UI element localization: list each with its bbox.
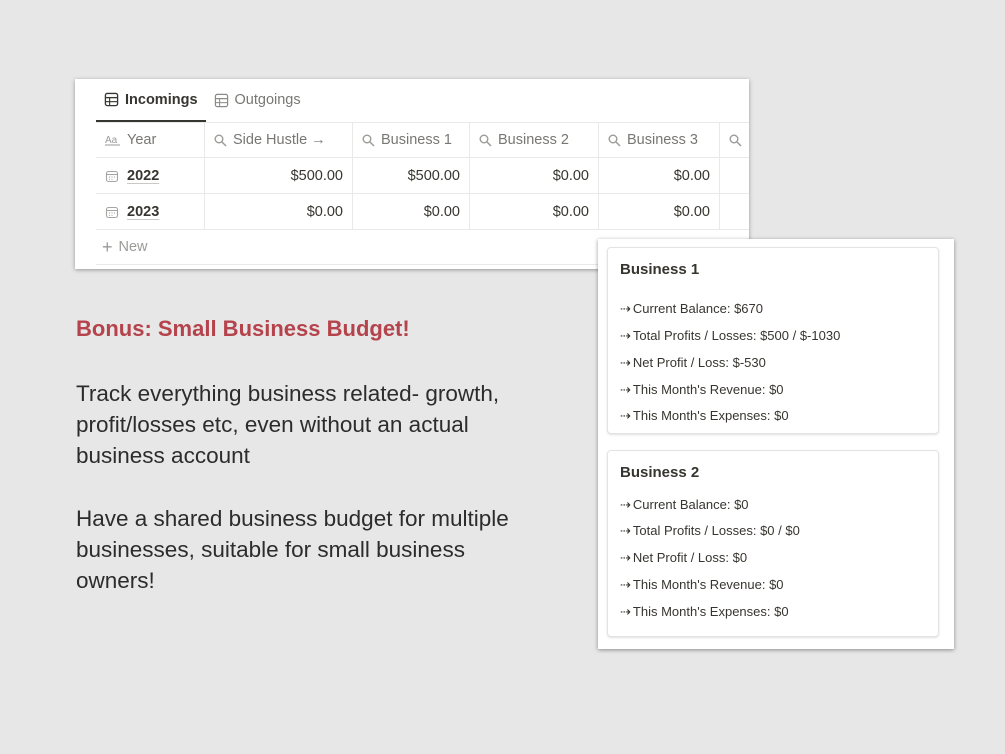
dashed-arrow-icon: ⇢ <box>620 408 631 423</box>
year-label: 2023 <box>127 203 160 220</box>
column-header-business-3[interactable]: Business 3 <box>599 123 720 157</box>
card-title: Business 1 <box>620 261 700 278</box>
calendar-icon <box>105 170 119 182</box>
year-cell[interactable]: 2023 <box>96 194 205 229</box>
business-card[interactable]: Business 1 ⇢ Current Balance: $670 ⇢ Total… <box>607 247 939 434</box>
dashed-arrow-icon: ⇢ <box>620 355 631 370</box>
card-line-current-balance: ⇢ Current Balance: $670 <box>620 301 763 316</box>
card-line-current-balance: ⇢ Current Balance: $0 <box>620 497 749 512</box>
dashed-arrow-icon: ⇢ <box>620 382 631 397</box>
column-header-label: Year <box>127 132 157 148</box>
column-header-year[interactable]: Aa Year <box>96 123 205 157</box>
tab-incomings-label: Incomings <box>125 91 198 108</box>
value-cell[interactable]: $0.00 <box>599 194 720 229</box>
column-header-business-1[interactable]: Business 1 <box>353 123 470 157</box>
value-cell[interactable]: $0.00 <box>353 194 470 229</box>
search-icon <box>362 134 375 147</box>
description-paragraph-2: Have a shared business budget for multip… <box>76 506 509 593</box>
column-header-label: Business 3 <box>627 132 698 148</box>
dashed-arrow-icon: ⇢ <box>620 301 631 316</box>
column-header-business-2[interactable]: Business 2 <box>470 123 599 157</box>
search-icon <box>214 134 227 147</box>
dashed-arrow-icon: ⇢ <box>620 604 631 619</box>
svg-text:Aa: Aa <box>105 135 118 146</box>
table-header-row: Aa Year Side Hustle → Business 1 Busines… <box>96 122 749 158</box>
card-line-month-revenue: ⇢ This Month's Revenue: $0 <box>620 577 784 592</box>
card-line-net-profit: ⇢ Net Profit / Loss: $0 <box>620 550 748 565</box>
card-title: Business 2 <box>620 464 700 481</box>
tab-outgoings-label: Outgoings <box>234 92 301 108</box>
card-line-total-profits: ⇢ Total Profits / Losses: $500 / $-1030 <box>620 328 841 343</box>
database-table-panel: Incomings Outgoings Aa Year Side Hustle … <box>75 79 749 269</box>
view-tabs: Incomings Outgoings <box>96 79 309 122</box>
card-line-month-expenses: ⇢ This Month's Expenses: $0 <box>620 408 789 423</box>
value-cell[interactable] <box>720 158 749 193</box>
table-row[interactable]: 2023 $0.00 $0.00 $0.00 $0.00 <box>96 194 749 230</box>
description-paragraph-1: Track everything business related- growt… <box>76 381 500 468</box>
search-icon <box>608 134 621 147</box>
card-line-total-profits: ⇢ Total Profits / Losses: $0 / $0 <box>620 523 800 538</box>
value-cell[interactable] <box>720 194 749 229</box>
column-header-label: Business 1 <box>381 132 452 148</box>
table-icon <box>214 93 228 107</box>
incomings-table: Aa Year Side Hustle → Business 1 Busines… <box>96 122 749 265</box>
dashed-arrow-icon: ⇢ <box>620 550 631 565</box>
value-cell[interactable]: $500.00 <box>353 158 470 193</box>
text-property-icon: Aa <box>105 135 120 146</box>
description-block: Bonus: Small Business Budget! Track ever… <box>76 316 536 593</box>
new-row-button[interactable]: + New <box>96 230 662 265</box>
column-header-label: Side Hustle → <box>233 132 326 148</box>
plus-icon: + <box>102 237 113 257</box>
dashed-arrow-icon: ⇢ <box>620 577 631 592</box>
dashed-arrow-icon: ⇢ <box>620 497 631 512</box>
bonus-heading: Bonus: Small Business Budget! <box>76 316 410 341</box>
card-line-month-expenses: ⇢ This Month's Expenses: $0 <box>620 604 789 619</box>
value-cell[interactable]: $0.00 <box>470 194 599 229</box>
value-cell[interactable]: $0.00 <box>205 194 353 229</box>
value-cell[interactable]: $500.00 <box>205 158 353 193</box>
calendar-icon <box>105 206 119 218</box>
card-line-net-profit: ⇢ Net Profit / Loss: $-530 <box>620 355 766 370</box>
value-cell[interactable]: $0.00 <box>599 158 720 193</box>
business-cards-panel: Business 1 ⇢ Current Balance: $670 ⇢ Total… <box>598 239 954 649</box>
table-icon <box>104 92 119 107</box>
new-row-label: New <box>118 239 148 255</box>
tab-incomings[interactable]: Incomings <box>96 79 206 122</box>
year-label: 2022 <box>127 167 160 184</box>
column-header-overflow[interactable] <box>720 123 749 157</box>
column-header-label: Business 2 <box>498 132 569 148</box>
dashed-arrow-icon: ⇢ <box>620 328 631 343</box>
dashed-arrow-icon: ⇢ <box>620 523 631 538</box>
card-line-month-revenue: ⇢ This Month's Revenue: $0 <box>620 382 784 397</box>
search-icon <box>729 134 742 147</box>
year-cell[interactable]: 2022 <box>96 158 205 193</box>
value-cell[interactable]: $0.00 <box>470 158 599 193</box>
search-icon <box>479 134 492 147</box>
table-row[interactable]: 2022 $500.00 $500.00 $0.00 $0.00 <box>96 158 749 194</box>
column-header-side-hustle[interactable]: Side Hustle → <box>205 123 353 157</box>
business-card[interactable]: Business 2 ⇢ Current Balance: $0 ⇢ Total P… <box>607 450 939 637</box>
tab-outgoings[interactable]: Outgoings <box>206 79 309 121</box>
